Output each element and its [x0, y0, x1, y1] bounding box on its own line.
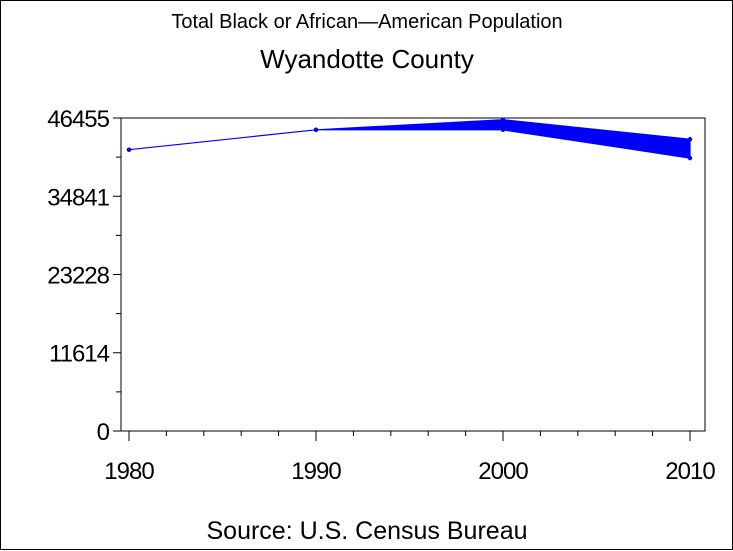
- data-point-low: [687, 155, 693, 161]
- y-tick-label: 34841: [47, 184, 109, 211]
- series-band: [128, 119, 691, 159]
- x-tick-label: 2000: [478, 458, 528, 485]
- chart-subtitle: Wyandotte County: [260, 44, 474, 74]
- data-point-low: [313, 127, 319, 133]
- series-layer: [126, 117, 693, 161]
- x-tick-label: 2010: [665, 458, 715, 485]
- source-note: Source: U.S. Census Bureau: [207, 517, 528, 545]
- x-tick-label: 1980: [104, 458, 154, 485]
- plot-area: [120, 117, 706, 432]
- data-point-high: [687, 137, 693, 142]
- data-point-high: [500, 117, 506, 122]
- x-axis: 1980 1990 2000 2010: [104, 431, 716, 485]
- data-point-low: [500, 127, 506, 133]
- y-axis: 0 11614 23228 34841 46455: [47, 106, 121, 446]
- y-tick-label: 11614: [49, 341, 110, 368]
- chart-title: Total Black or African—American Populati…: [171, 11, 562, 33]
- y-tick-label: 23228: [47, 262, 109, 289]
- data-point-low: [126, 147, 132, 152]
- y-tick-label: 46455: [47, 106, 109, 133]
- x-tick-label: 1990: [291, 458, 341, 485]
- y-tick-label: 0: [97, 419, 110, 446]
